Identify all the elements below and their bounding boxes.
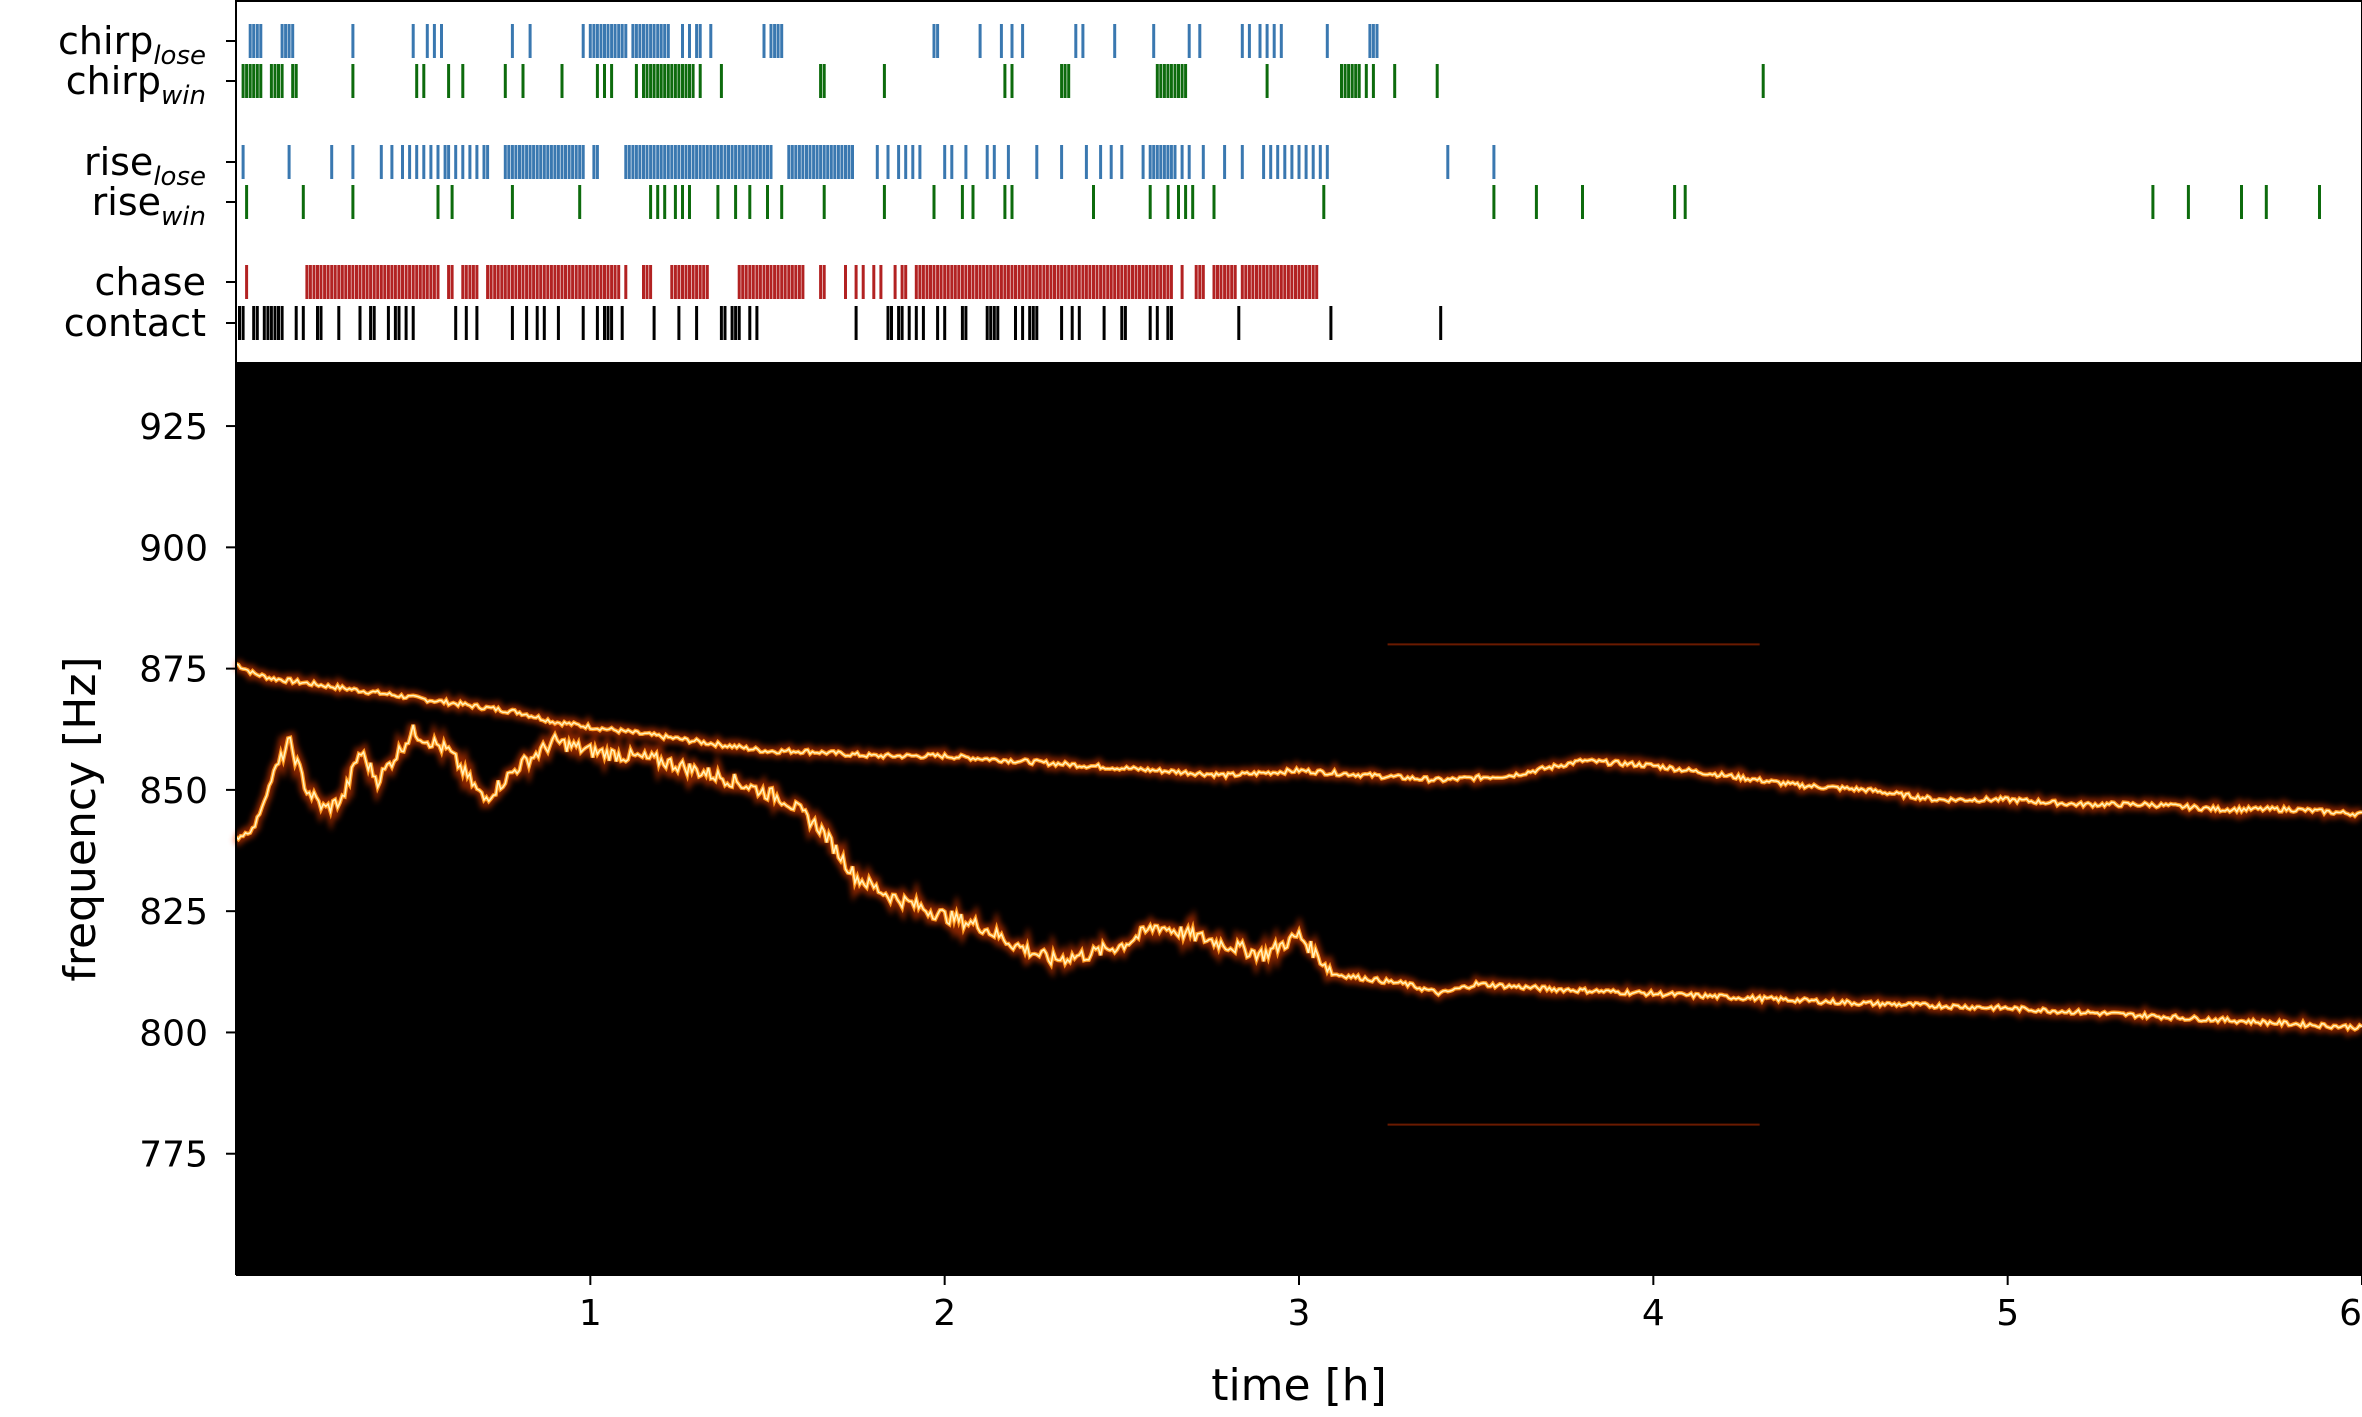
y-axis-label: frequency [Hz] bbox=[55, 656, 106, 981]
event-raster-panel: chirplosechirpwinriseloserisewinchasecon… bbox=[58, 0, 2362, 364]
trace-1 bbox=[234, 659, 2362, 824]
row-label-subscript: lose bbox=[153, 41, 206, 71]
raster-rows bbox=[238, 24, 2321, 340]
row-label-chirp_win: chirpwin bbox=[66, 59, 206, 111]
row-label-main: rise bbox=[92, 180, 161, 224]
x-tick-label: 2 bbox=[933, 1293, 956, 1334]
row-label-chase: chase bbox=[95, 260, 206, 304]
x-tick-label: 6 bbox=[2339, 1293, 2362, 1334]
y-tick-label: 925 bbox=[139, 407, 208, 448]
trace-2 bbox=[232, 722, 2362, 1039]
row-label-main: chirp bbox=[58, 19, 153, 63]
x-tick-label: 4 bbox=[1642, 1293, 1665, 1334]
row-label-main: chirp bbox=[66, 59, 161, 103]
row-label-subscript: win bbox=[161, 81, 206, 111]
raster-row-rise_win bbox=[245, 185, 2321, 219]
row-label-contact: contact bbox=[64, 301, 206, 345]
x-tick-label: 5 bbox=[1996, 1293, 2019, 1334]
raster-frame bbox=[235, 0, 2362, 364]
y-tick-label: 825 bbox=[139, 892, 208, 933]
spectrogram-background bbox=[236, 363, 2362, 1275]
y-tick-label: 900 bbox=[139, 528, 208, 569]
raster-row-contact bbox=[238, 306, 1443, 340]
x-tick-label: 3 bbox=[1288, 1293, 1311, 1334]
tick-marks: 775 800 825 850 875 900 925 1 2 3 4 5 6 bbox=[139, 407, 2362, 1334]
y-tick-label: 800 bbox=[139, 1013, 208, 1054]
y-tick-label: 775 bbox=[139, 1135, 208, 1176]
row-label-subscript: lose bbox=[153, 162, 206, 192]
spectrogram-panel: 775 800 825 850 875 900 925 1 2 3 4 5 6 time [h] fre… bbox=[55, 363, 2362, 1411]
row-label-chirp_lose: chirplose bbox=[58, 19, 206, 71]
raster-row-chirp_win bbox=[241, 64, 1765, 98]
raster-row-rise_lose bbox=[241, 145, 1496, 179]
y-tick-label: 850 bbox=[139, 771, 208, 812]
raster-row-chase bbox=[245, 265, 1319, 299]
trace-highlight bbox=[235, 663, 2362, 818]
row-label-rise_win: risewin bbox=[92, 180, 206, 232]
row-label-rise_lose: riselose bbox=[84, 140, 206, 192]
x-tick-label: 1 bbox=[579, 1293, 602, 1334]
trace-highlight bbox=[235, 724, 2362, 1031]
faint-lines bbox=[1387, 643, 1760, 1126]
x-axis-label: time [h] bbox=[1211, 1360, 1387, 1411]
raster-row-chirp_lose bbox=[248, 24, 1379, 58]
raster-row-labels: chirplosechirpwinriseloserisewinchasecon… bbox=[58, 19, 236, 345]
row-label-main: chase bbox=[95, 260, 206, 304]
row-label-subscript: win bbox=[161, 202, 206, 232]
y-tick-label: 875 bbox=[139, 650, 208, 691]
row-label-main: rise bbox=[84, 140, 153, 184]
frequency-traces bbox=[232, 659, 2362, 1039]
row-label-main: contact bbox=[64, 301, 206, 345]
